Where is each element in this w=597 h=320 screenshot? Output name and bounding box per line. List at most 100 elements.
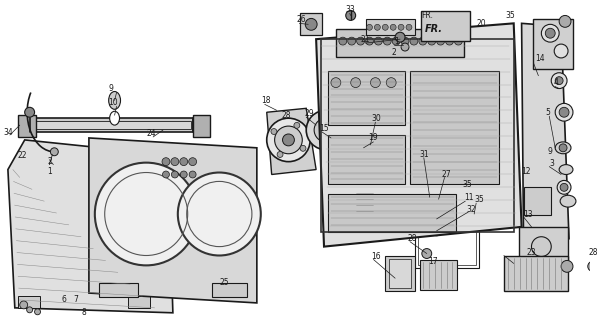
Circle shape	[178, 172, 261, 255]
Circle shape	[382, 24, 388, 30]
Ellipse shape	[559, 164, 573, 174]
Text: 1: 1	[394, 36, 399, 46]
Circle shape	[349, 131, 382, 164]
Circle shape	[271, 129, 277, 134]
Circle shape	[339, 37, 347, 45]
Text: 25: 25	[219, 278, 229, 287]
Bar	[336, 150, 347, 158]
Circle shape	[162, 171, 170, 178]
Bar	[353, 189, 376, 217]
Bar	[389, 260, 411, 288]
Bar	[336, 138, 350, 148]
Bar	[365, 20, 415, 35]
Circle shape	[277, 151, 283, 157]
Text: FR.: FR.	[421, 11, 433, 20]
Circle shape	[401, 37, 409, 45]
Bar	[415, 189, 479, 268]
Text: 16: 16	[371, 252, 381, 261]
Bar	[328, 194, 456, 232]
Ellipse shape	[109, 92, 121, 109]
Circle shape	[432, 214, 442, 224]
Circle shape	[410, 37, 418, 45]
Circle shape	[347, 37, 356, 45]
Circle shape	[557, 180, 571, 194]
Bar	[321, 39, 513, 232]
Circle shape	[374, 37, 382, 45]
Ellipse shape	[555, 142, 571, 154]
Bar	[128, 296, 150, 308]
Circle shape	[321, 125, 331, 135]
Text: 33: 33	[346, 5, 355, 14]
Circle shape	[180, 158, 187, 166]
Text: 18: 18	[261, 96, 270, 105]
Text: 5: 5	[545, 108, 550, 117]
Text: 19: 19	[368, 133, 378, 142]
Circle shape	[341, 123, 390, 172]
Text: 30: 30	[371, 114, 381, 123]
Circle shape	[314, 118, 338, 142]
Circle shape	[390, 24, 396, 30]
Circle shape	[300, 145, 306, 151]
Bar	[524, 187, 551, 215]
Text: 17: 17	[428, 257, 438, 266]
Polygon shape	[267, 108, 316, 174]
Bar	[410, 71, 499, 184]
Bar	[385, 257, 415, 291]
Circle shape	[383, 37, 391, 45]
Text: 9: 9	[547, 147, 552, 156]
Text: 15: 15	[319, 124, 329, 132]
Bar	[99, 283, 139, 297]
Bar	[418, 192, 476, 265]
Bar	[519, 227, 568, 266]
Ellipse shape	[110, 111, 119, 125]
Bar	[353, 172, 378, 191]
Circle shape	[356, 37, 365, 45]
Circle shape	[428, 37, 436, 45]
Text: 28: 28	[282, 111, 291, 120]
Circle shape	[392, 37, 400, 45]
Circle shape	[560, 183, 568, 191]
Circle shape	[406, 24, 412, 30]
Polygon shape	[89, 138, 257, 303]
Text: 2: 2	[391, 49, 396, 58]
Circle shape	[545, 28, 555, 38]
Circle shape	[419, 191, 435, 207]
Bar	[336, 29, 464, 57]
Circle shape	[331, 78, 341, 88]
Text: 31: 31	[420, 150, 429, 159]
Text: 7: 7	[73, 295, 78, 304]
Ellipse shape	[560, 195, 576, 207]
Circle shape	[305, 19, 317, 30]
Bar	[213, 283, 247, 297]
Bar	[421, 12, 470, 41]
Text: 29: 29	[304, 109, 314, 118]
Circle shape	[189, 158, 196, 166]
Circle shape	[439, 193, 451, 205]
Circle shape	[27, 307, 33, 313]
Bar	[18, 115, 36, 137]
Text: 9: 9	[109, 84, 113, 93]
Circle shape	[350, 78, 361, 88]
Circle shape	[35, 309, 41, 315]
Circle shape	[306, 110, 346, 150]
Bar	[193, 115, 210, 137]
Circle shape	[162, 158, 170, 166]
Text: 27: 27	[442, 170, 451, 179]
Text: 12: 12	[522, 167, 531, 176]
Circle shape	[386, 78, 396, 88]
Bar	[30, 118, 193, 132]
Text: 28: 28	[589, 248, 597, 257]
Circle shape	[559, 144, 567, 152]
Circle shape	[367, 24, 373, 30]
Text: FR.: FR.	[425, 24, 443, 34]
Text: 35: 35	[474, 195, 484, 204]
Circle shape	[374, 24, 380, 30]
Bar	[300, 13, 322, 35]
Text: 2: 2	[47, 157, 52, 166]
Circle shape	[432, 226, 442, 236]
Bar	[32, 121, 190, 129]
Circle shape	[559, 107, 569, 117]
Circle shape	[554, 44, 568, 58]
Circle shape	[267, 118, 310, 162]
Circle shape	[551, 73, 567, 89]
